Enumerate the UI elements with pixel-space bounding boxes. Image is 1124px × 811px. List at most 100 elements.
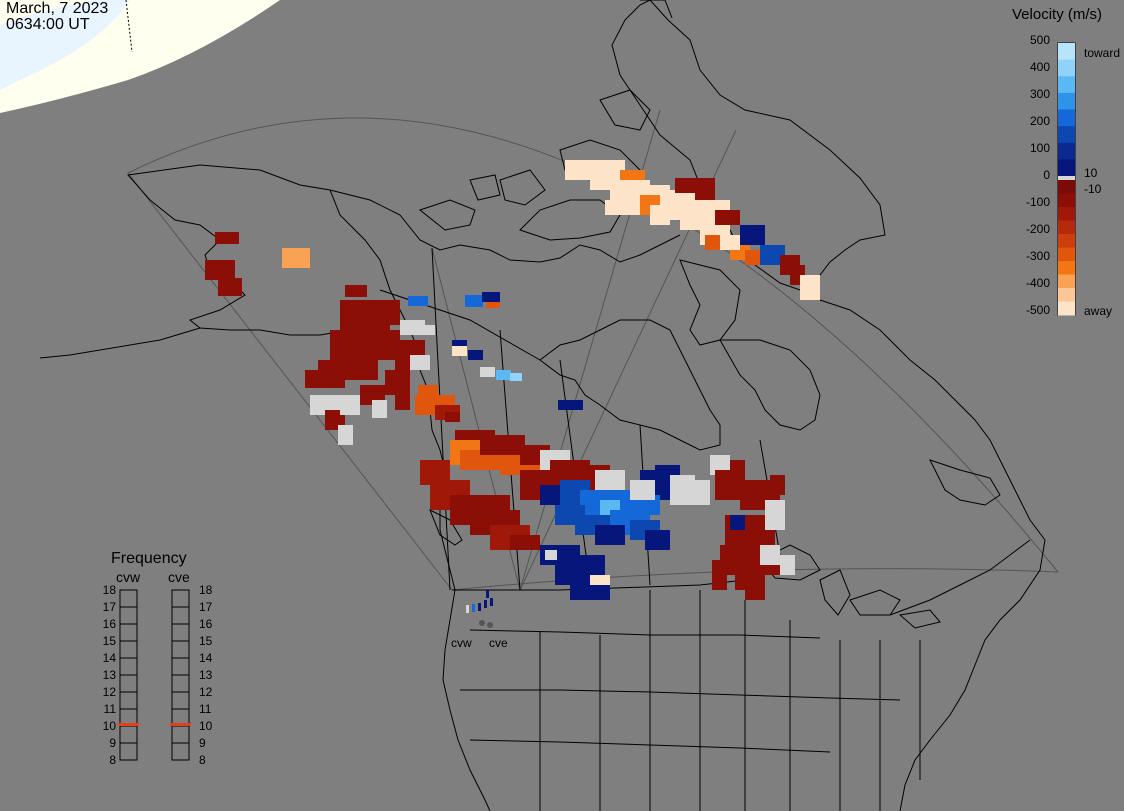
- coastlines: [39, 0, 1046, 811]
- echo-cell: [305, 370, 345, 388]
- colorbar-away-segment: [1058, 288, 1075, 302]
- frequency-radar-left: cvw: [116, 569, 141, 585]
- colorbar-away-segment: [1058, 247, 1075, 262]
- map-time: 0634:00 UT: [6, 16, 90, 33]
- echo-cell: [740, 225, 765, 245]
- colorbar-away-segment: [1058, 234, 1075, 248]
- colorbar-away-segment: [1058, 220, 1075, 235]
- colorbar-toward-segment: [1058, 109, 1075, 127]
- frequency-tick-right: 12: [199, 685, 213, 699]
- colorbar-toward-segment: [1058, 76, 1075, 94]
- echo-cell: [282, 248, 310, 268]
- frequency-tick-left: 17: [102, 600, 116, 614]
- echo-cell: [418, 385, 438, 397]
- echo-cell: [715, 210, 740, 225]
- echo-cell: [380, 300, 400, 325]
- echo-cell: [765, 500, 785, 530]
- echo-cell: [690, 480, 710, 505]
- echo-cell: [385, 370, 410, 395]
- frequency-bars: [118, 589, 191, 761]
- frequency-tick-right: 17: [199, 600, 213, 614]
- echo-cell: [486, 302, 500, 308]
- frequency-tick-right: 16: [199, 617, 213, 631]
- frequency-tick-right: 10: [199, 719, 213, 733]
- echo-cell: [720, 235, 740, 250]
- site-label-cvw: cvw: [451, 636, 472, 650]
- echo-cell: [486, 590, 489, 598]
- daylight-edge: [0, 0, 130, 90]
- frequency-tick-left: 18: [102, 583, 116, 597]
- frequency-tick-right: 15: [199, 634, 213, 648]
- frequency-tick-left: 9: [109, 736, 116, 750]
- terminator-line: [125, 0, 133, 53]
- colorbar-toward-segment: [1058, 92, 1075, 110]
- frequency-indicator-cve: [170, 723, 191, 726]
- echo-cell: [645, 530, 670, 550]
- frequency-radar-right: cve: [168, 569, 190, 585]
- echo-cell: [770, 475, 785, 495]
- colorbar-small-neg: -10: [1084, 182, 1102, 196]
- frequency-tick-left: 12: [102, 685, 116, 699]
- colorbar-tick-label: 400: [1029, 60, 1050, 74]
- echo-cell: [510, 535, 540, 550]
- frequency-tick-right: 8: [199, 753, 206, 767]
- colorbar-toward-label: toward: [1084, 46, 1121, 60]
- radar-site-cvw: [479, 620, 485, 626]
- frequency-tick-left: 15: [102, 634, 116, 648]
- colorbar-toward-segment: [1058, 142, 1075, 160]
- echo-cell: [496, 370, 511, 380]
- echo-cell: [345, 285, 367, 297]
- colorbar-tick-label: 200: [1029, 114, 1050, 128]
- echo-cell: [695, 190, 715, 200]
- colorbar-away-segment: [1058, 193, 1075, 208]
- colorbar-tick-label: -100: [1025, 195, 1050, 209]
- echo-cell: [468, 350, 483, 360]
- colorbar-away-segment: [1058, 274, 1075, 289]
- radar-site-cve: [487, 622, 493, 628]
- frequency-tick-left: 14: [102, 651, 116, 665]
- colorbar-tick-label: -300: [1025, 249, 1050, 263]
- echo-cell: [595, 525, 625, 545]
- echo-cell: [400, 320, 425, 335]
- frequency-tick-right: 18: [199, 583, 213, 597]
- echo-cell: [215, 232, 239, 244]
- frequency-tick-left: 11: [103, 702, 116, 716]
- colorbar-ground-scatter: [1058, 176, 1075, 180]
- echo-cell: [545, 550, 557, 560]
- echo-cell: [445, 412, 460, 422]
- echo-cell: [420, 325, 435, 335]
- echo-cell: [760, 245, 785, 265]
- colorbar-away-segments: [1058, 180, 1075, 316]
- echo-cell: [472, 604, 475, 612]
- echo-cell: [675, 178, 715, 193]
- echo-cell: [630, 480, 655, 500]
- frequency-tick-left: 8: [109, 753, 116, 767]
- colorbar-away-segment: [1058, 301, 1075, 316]
- echo-cell: [715, 470, 740, 500]
- echo-cell: [510, 373, 522, 381]
- echo-cell: [452, 340, 467, 346]
- site-label-cve: cve: [489, 636, 508, 650]
- frequency-tick-left: 16: [102, 617, 116, 631]
- colorbar-tick-label: -500: [1025, 303, 1050, 317]
- frequency-tick-right: 9: [199, 736, 206, 750]
- colorbar-title: Velocity (m/s): [1012, 6, 1103, 23]
- echo-cell: [558, 400, 583, 410]
- colorbar-away-segment: [1058, 207, 1075, 221]
- colorbar-tick-label: -400: [1025, 276, 1050, 290]
- frequency-tick-right: 11: [199, 702, 212, 716]
- echo-cell: [760, 545, 780, 565]
- radar-echoes: [205, 160, 820, 613]
- echo-cell: [452, 346, 467, 356]
- map-date: March, 7 2023: [6, 0, 109, 17]
- echo-cell: [372, 400, 387, 418]
- echo-cell: [480, 435, 525, 455]
- echo-cell: [590, 575, 610, 585]
- colorbar-away-label: away: [1084, 304, 1113, 318]
- echo-cell: [595, 470, 625, 490]
- echo-cell: [340, 395, 360, 415]
- echo-cell: [205, 260, 235, 280]
- echo-cell: [395, 395, 410, 410]
- frequency-tick-right: 14: [199, 651, 213, 665]
